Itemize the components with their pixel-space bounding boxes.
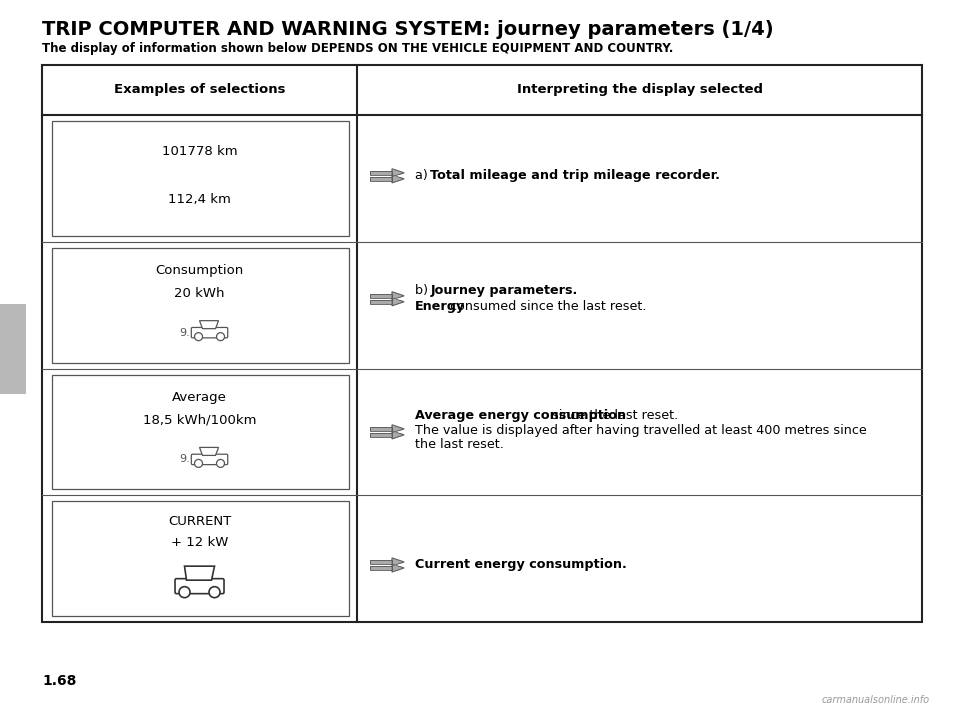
Text: Consumption: Consumption [156, 264, 244, 277]
Circle shape [195, 333, 203, 341]
Text: The display of information shown below DEPENDS ON THE VEHICLE EQUIPMENT AND COUN: The display of information shown below D… [42, 42, 673, 55]
Text: b): b) [415, 284, 432, 297]
Circle shape [217, 333, 225, 341]
Bar [370, 297, 404, 300]
Bar [370, 171, 392, 175]
FancyBboxPatch shape [191, 327, 228, 338]
Bar [42, 65, 922, 622]
Bar [52, 121, 349, 236]
Polygon shape [392, 558, 404, 566]
Bar [370, 177, 392, 181]
Text: 1.68: 1.68 [42, 674, 77, 688]
Text: TRIP COMPUTER AND WARNING SYSTEM: journey parameters (1/4): TRIP COMPUTER AND WARNING SYSTEM: journe… [42, 20, 774, 39]
Polygon shape [200, 321, 219, 329]
Polygon shape [392, 169, 404, 177]
Text: consumed since the last reset.: consumed since the last reset. [445, 300, 646, 313]
Text: the last reset.: the last reset. [415, 438, 504, 452]
Bar [370, 427, 392, 431]
Circle shape [209, 586, 220, 598]
Text: 101778 km: 101778 km [161, 146, 237, 158]
Text: Interpreting the display selected: Interpreting the display selected [516, 84, 762, 97]
Bar [370, 431, 404, 433]
Bar [370, 566, 392, 570]
Circle shape [179, 586, 190, 598]
FancyBboxPatch shape [191, 454, 228, 464]
Polygon shape [392, 425, 404, 433]
Text: carmanualsonline.info: carmanualsonline.info [822, 695, 930, 705]
Text: 9....: 9.... [180, 454, 202, 464]
Text: 20 kWh: 20 kWh [175, 287, 225, 300]
Text: + 12 kW: + 12 kW [171, 536, 228, 549]
Polygon shape [392, 431, 404, 439]
Bar [370, 300, 392, 304]
Polygon shape [392, 175, 404, 183]
Bar [370, 560, 392, 564]
Bar [370, 433, 392, 437]
Bar [370, 300, 392, 304]
Bar [370, 294, 392, 297]
Bar [370, 433, 392, 437]
Polygon shape [184, 566, 214, 580]
Bar [370, 177, 392, 181]
Bar [370, 564, 404, 566]
Text: Examples of selections: Examples of selections [114, 84, 285, 97]
Text: Energy: Energy [415, 300, 466, 313]
Bar [52, 248, 349, 363]
Text: The value is displayed after having travelled at least 400 metres since: The value is displayed after having trav… [415, 425, 867, 437]
Bar [370, 566, 392, 570]
Text: 18,5 kWh/100km: 18,5 kWh/100km [143, 414, 256, 427]
Bar [370, 427, 392, 431]
Bar [52, 501, 349, 616]
Text: a): a) [415, 170, 432, 182]
Polygon shape [392, 564, 404, 572]
Bar [52, 374, 349, 489]
Text: CURRENT: CURRENT [168, 515, 231, 528]
Polygon shape [200, 447, 219, 455]
Bar [0, 303, 26, 393]
Text: Total mileage and trip mileage recorder.: Total mileage and trip mileage recorder. [430, 170, 720, 182]
Text: 112,4 km: 112,4 km [168, 192, 231, 205]
Bar [370, 175, 404, 177]
Text: 9....: 9.... [180, 328, 202, 338]
Polygon shape [392, 292, 404, 300]
Text: Average: Average [172, 391, 227, 404]
Bar [370, 294, 392, 297]
Circle shape [195, 459, 203, 467]
Bar [370, 171, 392, 175]
Text: Current energy consumption.: Current energy consumption. [415, 559, 627, 572]
Polygon shape [392, 297, 404, 306]
Bar [370, 560, 392, 564]
Text: Journey parameters.: Journey parameters. [430, 284, 578, 297]
Circle shape [217, 459, 225, 467]
Text: Average energy consumption: Average energy consumption [415, 410, 626, 422]
FancyBboxPatch shape [175, 579, 224, 594]
Text: since the last reset.: since the last reset. [548, 410, 678, 422]
